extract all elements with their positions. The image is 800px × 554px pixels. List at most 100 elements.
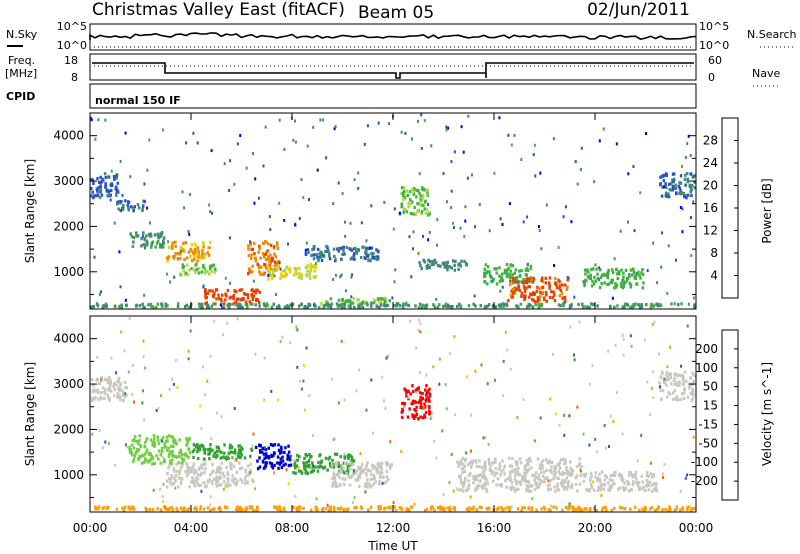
- data-cell: [140, 461, 144, 465]
- data-cell: [307, 250, 310, 254]
- data-cell: [393, 505, 396, 509]
- freq-tick-bottom: 8: [71, 71, 78, 84]
- data-cell: [467, 479, 470, 483]
- data-cell: [267, 265, 271, 270]
- data-cell: [618, 473, 621, 477]
- data-cell: [415, 346, 418, 350]
- ytick-label: 1000: [53, 468, 84, 482]
- data-cell: [589, 477, 592, 481]
- data-cell: [571, 468, 575, 473]
- data-cell: [526, 460, 530, 464]
- data-cell: [379, 299, 382, 304]
- data-cell: [283, 268, 286, 272]
- data-cell: [478, 459, 481, 463]
- data-cell: [453, 268, 457, 272]
- data-cell: [132, 240, 135, 244]
- data-cell: [473, 477, 477, 481]
- data-cell: [204, 296, 207, 300]
- data-cell: [647, 488, 651, 492]
- data-cell: [178, 469, 182, 473]
- data-cell: [664, 507, 667, 512]
- data-cell: [353, 257, 356, 261]
- data-cell: [554, 281, 557, 285]
- data-cell: [495, 271, 498, 275]
- data-cell: [633, 505, 637, 509]
- data-cell: [507, 456, 511, 460]
- data-cell: [564, 461, 567, 465]
- data-cell: [148, 138, 151, 142]
- data-cell: [219, 297, 223, 301]
- data-cell: [308, 198, 310, 201]
- data-cell: [505, 262, 509, 267]
- data-cell: [324, 507, 326, 511]
- data-cell: [353, 305, 356, 309]
- data-cell: [629, 285, 632, 289]
- data-cell: [523, 287, 527, 291]
- data-cell: [391, 296, 394, 300]
- data-cell: [569, 466, 572, 470]
- data-cell: [95, 302, 99, 306]
- data-cell: [638, 487, 641, 491]
- data-cell: [483, 477, 487, 481]
- data-cell: [419, 200, 422, 204]
- data-cell: [492, 479, 495, 483]
- data-cell: [441, 429, 444, 433]
- data-cell: [539, 171, 542, 175]
- data-cell: [689, 172, 692, 176]
- colorbar-tick-label: 50: [703, 380, 718, 394]
- data-cell: [162, 128, 164, 132]
- data-cell: [349, 453, 352, 457]
- data-cell: [157, 406, 160, 410]
- data-cell: [184, 241, 187, 245]
- data-cell: [678, 373, 681, 377]
- data-cell: [510, 481, 514, 485]
- data-cell: [186, 508, 189, 512]
- data-cell: [691, 372, 695, 376]
- data-cell: [269, 443, 273, 447]
- data-cell: [165, 479, 169, 483]
- data-cell: [209, 443, 212, 447]
- data-cell: [218, 483, 221, 487]
- data-cell: [553, 293, 556, 297]
- data-cell: [197, 252, 200, 256]
- data-cell: [534, 174, 537, 178]
- data-cell: [432, 365, 435, 369]
- data-cell: [509, 279, 512, 283]
- data-cell: [375, 304, 379, 308]
- data-cell: [686, 507, 689, 511]
- data-cell: [420, 198, 423, 202]
- data-cell: [588, 488, 591, 492]
- data-cell: [629, 268, 633, 272]
- data-cell: [159, 453, 162, 457]
- data-cell: [306, 269, 309, 273]
- data-cell: [475, 464, 479, 468]
- plot-title: Christmas Valley East (fitACF): [92, 0, 345, 20]
- data-cell: [118, 250, 121, 254]
- data-cell: [226, 288, 230, 293]
- data-cell: [293, 272, 297, 276]
- data-cell: [109, 198, 112, 202]
- data-cell: [276, 305, 279, 309]
- data-cell: [290, 454, 293, 458]
- data-cell: [260, 265, 263, 269]
- data-cell: [218, 471, 222, 475]
- data-cell: [419, 405, 422, 410]
- data-cell: [665, 370, 669, 374]
- data-cell: [581, 305, 585, 309]
- data-cell: [248, 300, 252, 304]
- data-cell: [684, 194, 688, 198]
- data-cell: [462, 150, 465, 154]
- data-cell: [450, 304, 453, 309]
- data-cell: [235, 471, 239, 475]
- data-cell: [622, 353, 625, 357]
- data-cell: [491, 304, 495, 308]
- data-cell: [172, 256, 176, 260]
- data-cell: [401, 192, 405, 196]
- data-cell: [592, 267, 595, 271]
- data-cell: [241, 297, 244, 301]
- data-cell: [252, 294, 255, 298]
- data-cell: [266, 303, 269, 308]
- data-cell: [665, 395, 669, 399]
- data-cell: [335, 462, 339, 466]
- data-cell: [277, 398, 280, 402]
